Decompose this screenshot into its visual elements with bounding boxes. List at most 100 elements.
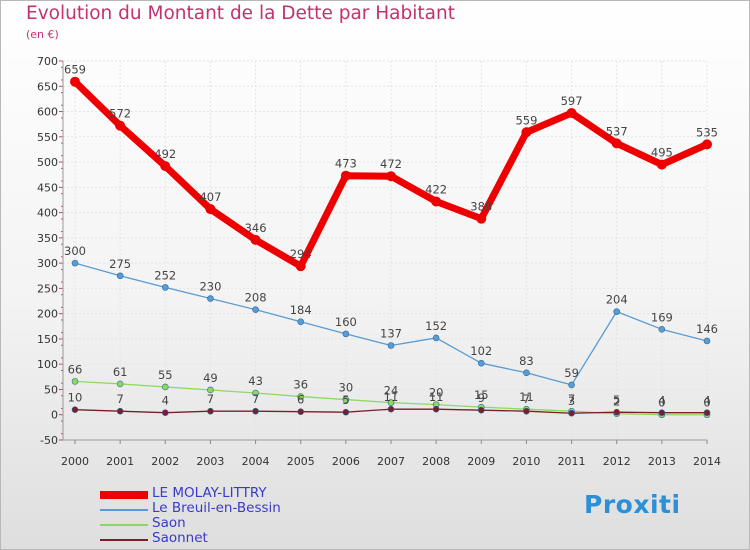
data-point	[613, 308, 621, 315]
legend-swatch	[100, 539, 148, 541]
data-point	[386, 171, 396, 182]
y-tick-label: 350	[37, 232, 58, 245]
data-label: 4	[658, 394, 665, 408]
data-label: 0	[703, 396, 710, 410]
data-label: 11	[519, 390, 534, 404]
data-label: 5	[613, 393, 620, 407]
data-label: 4	[703, 394, 710, 408]
data-point	[342, 330, 350, 338]
data-point	[476, 213, 487, 224]
data-label: 55	[158, 368, 173, 382]
data-point	[566, 108, 577, 119]
legend-label: Le Breuil-en-Bessin	[152, 500, 281, 516]
data-point	[207, 386, 214, 394]
y-tick-label: 150	[37, 333, 58, 346]
data-label: 535	[696, 125, 718, 139]
data-label: 473	[335, 157, 357, 171]
data-label: 659	[64, 63, 86, 77]
data-point	[387, 405, 395, 413]
y-tick-label: 650	[37, 80, 58, 93]
data-label: 495	[651, 146, 673, 160]
y-tick-label: 200	[37, 308, 58, 321]
data-label: 7	[568, 392, 575, 406]
x-tick-label: 2008	[422, 455, 450, 468]
data-label: 252	[154, 268, 176, 282]
data-point	[295, 261, 306, 272]
data-point	[70, 76, 80, 87]
y-tick-label: 250	[37, 282, 58, 295]
data-label: 422	[425, 182, 447, 196]
data-point	[703, 337, 711, 345]
legend-label: Saon	[152, 515, 186, 531]
x-tick-label: 2013	[648, 455, 676, 468]
y-tick-label: 300	[37, 257, 58, 270]
data-label: 102	[470, 344, 492, 358]
x-tick-label: 2010	[512, 455, 540, 468]
data-label: 30	[339, 381, 354, 395]
data-point	[252, 306, 259, 313]
data-label: 11	[429, 390, 444, 404]
data-label: 2	[613, 395, 620, 409]
data-label: 9	[478, 391, 485, 405]
y-tick-label: 450	[37, 181, 58, 194]
data-point	[116, 407, 124, 415]
data-label: 59	[564, 366, 579, 380]
data-label: 43	[248, 374, 263, 388]
data-point	[342, 396, 350, 403]
data-label: 146	[696, 322, 718, 336]
chart-subtitle: (en €)	[26, 28, 59, 41]
x-tick-label: 2006	[332, 455, 360, 468]
data-label: 15	[474, 388, 489, 402]
data-label: 49	[203, 371, 218, 385]
x-tick-label: 2001	[106, 455, 134, 468]
data-label: 294	[290, 247, 312, 261]
data-label: 83	[519, 354, 534, 368]
data-label: 152	[425, 319, 447, 333]
data-point	[387, 342, 395, 349]
legend-label: LE MOLAY-LITTRY	[152, 485, 267, 501]
legend-label: Saonnet	[152, 530, 208, 546]
data-label: 230	[199, 280, 221, 294]
data-point	[160, 161, 171, 172]
data-point	[432, 334, 440, 342]
data-point	[702, 139, 712, 150]
x-tick-label: 2004	[242, 455, 270, 468]
data-label: 10	[68, 391, 83, 405]
data-point	[431, 196, 442, 207]
data-point	[297, 408, 305, 416]
data-label: 24	[384, 384, 399, 398]
x-tick-label: 2005	[287, 455, 315, 468]
data-label: 300	[64, 244, 86, 258]
data-label: 7	[523, 392, 530, 406]
y-tick-label: 50	[44, 383, 58, 396]
data-label: 36	[293, 378, 308, 392]
data-label: 208	[245, 291, 267, 305]
proxiti-logo: Proxiti	[584, 490, 681, 519]
data-label: 7	[207, 392, 214, 406]
x-tick-label: 2011	[558, 455, 586, 468]
data-point	[658, 409, 666, 417]
data-point	[342, 408, 350, 416]
y-tick-label: 550	[37, 131, 58, 144]
data-point	[613, 408, 621, 416]
data-point	[297, 393, 305, 400]
data-label: 388	[470, 200, 492, 214]
data-point	[477, 406, 485, 414]
data-point	[207, 295, 214, 302]
x-tick-label: 2002	[151, 455, 179, 468]
data-label: 472	[380, 157, 402, 171]
data-point	[432, 405, 440, 413]
legend-swatch	[100, 491, 148, 499]
data-label: 5	[342, 393, 349, 407]
data-point	[523, 407, 530, 415]
data-point	[161, 383, 169, 391]
data-point	[252, 407, 259, 415]
data-point	[250, 234, 261, 245]
y-tick-label: 700	[37, 55, 58, 68]
data-label: 204	[606, 293, 628, 307]
data-point	[71, 406, 79, 413]
data-label: 66	[68, 362, 83, 376]
data-point	[477, 359, 485, 367]
x-tick-label: 2014	[693, 455, 721, 468]
